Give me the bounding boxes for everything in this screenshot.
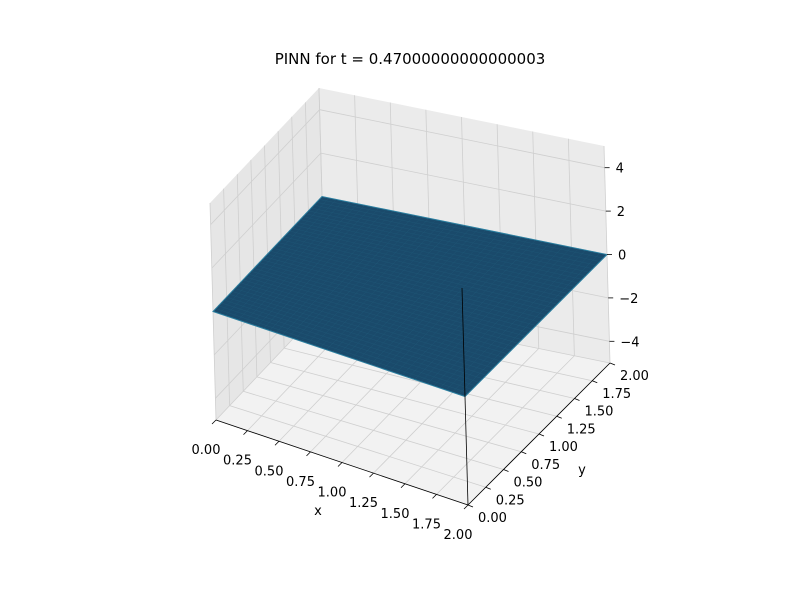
x-tick-label: 1.50 (381, 507, 410, 522)
surface-mesh-line (401, 239, 536, 376)
x-tick-mark (243, 430, 248, 435)
y-tick-label: 0.50 (514, 476, 543, 491)
z-tick-label: −2 (619, 292, 638, 307)
x-tick-mark (274, 440, 280, 446)
y-tick-mark (556, 415, 562, 419)
surface-plot (212, 195, 609, 398)
surface-mesh-line (289, 230, 565, 298)
y-tick-mark (485, 486, 491, 490)
x-tick-mark (306, 451, 311, 457)
x-tick-label: 0.50 (255, 464, 284, 479)
surface-mesh-line (283, 236, 558, 305)
surface-mesh-line (305, 213, 586, 276)
z-tick-label: 4 (616, 162, 624, 177)
x-tick-mark (400, 483, 406, 489)
surface-mesh-line (294, 225, 572, 291)
floor-grid-y (270, 362, 540, 435)
y-tick-label: 0.25 (496, 493, 525, 508)
surface-mesh-line (370, 232, 501, 365)
surface-mesh-line (286, 233, 561, 301)
surface-mesh-line (316, 202, 600, 262)
surface-mesh-line (382, 235, 515, 370)
floor-grid-y (243, 390, 504, 470)
x-tick-label: 2.00 (444, 528, 473, 543)
x-tick-mark (337, 462, 343, 467)
y-tick-label: 1.25 (567, 422, 596, 437)
surface-mesh-line (433, 247, 572, 387)
x-tick-label: 0.00 (192, 443, 221, 458)
left-grid-z (210, 109, 320, 225)
chart-title: PINN for t = 0.47000000000000003 (275, 50, 546, 68)
y-tick-mark (574, 398, 580, 401)
y-tick-mark (467, 504, 474, 508)
y-tick-label: 1.50 (585, 405, 614, 420)
surface-mesh-line (302, 216, 583, 280)
surface-mesh-line (267, 253, 537, 326)
y-tick-mark (538, 433, 545, 437)
x-tick-label: 1.75 (412, 517, 441, 532)
z-tick-label: 2 (617, 205, 625, 220)
surface-mesh-line (364, 231, 494, 363)
surface-mesh-line (300, 219, 579, 284)
z-tick-label: 0 (618, 249, 626, 264)
y-tick-label: 0.00 (478, 511, 507, 526)
x-tick-label: 1.25 (349, 496, 378, 511)
surface-mesh-line (278, 242, 551, 312)
surface-mesh-line (308, 210, 590, 273)
surface-mesh-line (414, 242, 551, 380)
y-tick-label: 1.75 (602, 387, 631, 402)
floor-pane (216, 305, 610, 505)
y-axis-label: y (578, 463, 586, 478)
surface-mesh-line (311, 207, 593, 269)
surface-mesh-line (376, 234, 508, 367)
surface-mesh-line (319, 199, 604, 259)
surface-mesh-line (275, 245, 547, 316)
y-tick-label: 1.00 (549, 440, 578, 455)
x-tick-mark (211, 419, 217, 425)
left-grid-z (211, 152, 322, 269)
surface-mesh-line (445, 250, 586, 391)
surface-mesh-line (297, 222, 576, 287)
back-grid-z (319, 109, 605, 169)
y-tick-label: 2.00 (620, 369, 649, 384)
x-axis-label: x (314, 504, 322, 519)
x-tick-mark (369, 472, 374, 478)
surface-mesh-line (439, 248, 579, 389)
y-tick-mark (592, 380, 598, 384)
axis-ticks: 0.000.250.500.751.001.251.501.752.000.00… (192, 162, 649, 543)
z-tick-label: −4 (620, 335, 639, 350)
x-tick-mark (463, 504, 469, 510)
surface-mesh-line (389, 236, 522, 372)
surface-mesh-line (420, 244, 558, 382)
x-tick-label: 0.75 (286, 475, 315, 490)
x-tick-mark (432, 494, 437, 499)
surface-mesh-line (357, 229, 487, 361)
surface-mesh-line (281, 239, 554, 308)
surface-mesh-line (408, 241, 544, 378)
back-grid-z (320, 152, 606, 212)
floor-grid-y (256, 376, 522, 453)
surface-mesh-line (313, 204, 597, 266)
floor-grid-y (284, 347, 557, 417)
y-tick-label: 0.75 (531, 458, 560, 473)
y-tick-mark (503, 469, 509, 472)
surface-mesh-line (272, 248, 544, 319)
surface-mesh-line (270, 250, 540, 323)
y-tick-mark (521, 451, 527, 455)
surface-mesh-line (291, 227, 568, 294)
x-tick-label: 1.00 (318, 486, 347, 501)
y-tick-mark (609, 362, 616, 366)
floor-grid-y (229, 405, 486, 488)
z-axis-line (461, 287, 469, 506)
x-tick-label: 0.25 (223, 454, 252, 469)
surface-mesh-line (345, 226, 472, 357)
surface-mesh-line (427, 245, 565, 384)
surface-mesh-line (351, 228, 479, 359)
surface-mesh-line (458, 252, 601, 395)
surface-mesh-line (452, 251, 593, 393)
